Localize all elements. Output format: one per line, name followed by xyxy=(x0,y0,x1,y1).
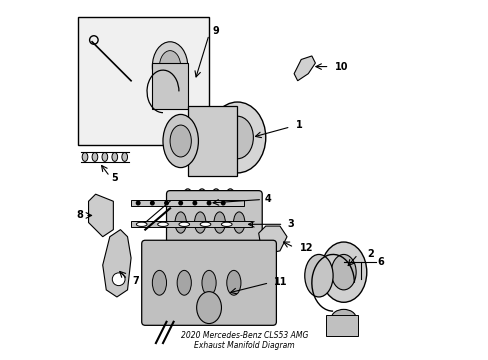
Ellipse shape xyxy=(183,189,192,207)
Ellipse shape xyxy=(163,114,198,168)
Circle shape xyxy=(136,201,140,205)
Ellipse shape xyxy=(331,255,355,290)
Polygon shape xyxy=(258,226,286,255)
Bar xyxy=(187,105,237,176)
Text: 3: 3 xyxy=(287,219,294,229)
Polygon shape xyxy=(102,230,131,297)
Text: 8: 8 xyxy=(76,211,83,220)
Ellipse shape xyxy=(82,153,88,161)
Ellipse shape xyxy=(221,222,232,226)
Text: 2: 2 xyxy=(366,249,373,260)
Circle shape xyxy=(164,201,168,205)
Text: 2020 Mercedes-Benz CLS53 AMG
Exhaust Manifold Diagram: 2020 Mercedes-Benz CLS53 AMG Exhaust Man… xyxy=(181,331,307,350)
Circle shape xyxy=(112,273,125,285)
Ellipse shape xyxy=(136,222,147,226)
Polygon shape xyxy=(293,56,315,81)
Text: 4: 4 xyxy=(264,194,271,204)
Bar xyxy=(152,63,187,109)
Circle shape xyxy=(150,201,154,205)
Ellipse shape xyxy=(226,270,241,295)
Text: 7: 7 xyxy=(132,276,139,286)
Bar xyxy=(131,200,244,206)
Ellipse shape xyxy=(233,212,244,233)
Ellipse shape xyxy=(200,222,210,226)
Bar xyxy=(325,315,357,336)
Ellipse shape xyxy=(175,212,186,233)
Bar xyxy=(131,221,251,227)
FancyBboxPatch shape xyxy=(78,17,209,145)
Ellipse shape xyxy=(214,212,225,233)
Text: 11: 11 xyxy=(273,277,286,287)
FancyBboxPatch shape xyxy=(166,191,262,255)
Ellipse shape xyxy=(202,270,216,295)
Circle shape xyxy=(207,201,210,205)
Ellipse shape xyxy=(211,189,221,207)
Ellipse shape xyxy=(179,222,189,226)
Ellipse shape xyxy=(92,153,98,161)
Polygon shape xyxy=(88,194,113,237)
Ellipse shape xyxy=(152,42,187,91)
Ellipse shape xyxy=(159,51,181,82)
Ellipse shape xyxy=(196,292,221,324)
Ellipse shape xyxy=(152,270,166,295)
Ellipse shape xyxy=(197,189,206,207)
Ellipse shape xyxy=(225,189,235,207)
Ellipse shape xyxy=(320,242,366,302)
Text: 5: 5 xyxy=(111,173,118,183)
Circle shape xyxy=(193,201,196,205)
Ellipse shape xyxy=(112,153,118,161)
Circle shape xyxy=(179,201,182,205)
Ellipse shape xyxy=(177,270,191,295)
Ellipse shape xyxy=(331,309,355,327)
Text: 9: 9 xyxy=(212,26,219,36)
Ellipse shape xyxy=(194,212,205,233)
Text: 10: 10 xyxy=(334,62,347,72)
Ellipse shape xyxy=(170,125,191,157)
Ellipse shape xyxy=(122,153,127,161)
FancyBboxPatch shape xyxy=(142,240,276,325)
Text: 12: 12 xyxy=(299,243,312,253)
Ellipse shape xyxy=(221,116,253,159)
Text: 6: 6 xyxy=(377,257,384,266)
Ellipse shape xyxy=(209,102,265,173)
Ellipse shape xyxy=(157,222,168,226)
Ellipse shape xyxy=(304,255,332,297)
Text: 1: 1 xyxy=(295,120,302,130)
Ellipse shape xyxy=(102,153,107,161)
Circle shape xyxy=(221,201,224,205)
